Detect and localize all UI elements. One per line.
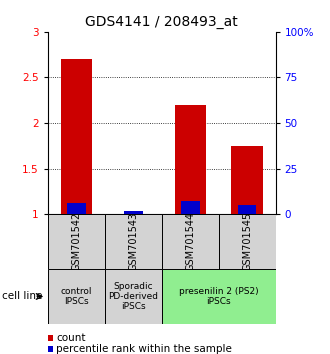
Text: cell line: cell line (2, 291, 42, 302)
Bar (238, 205, 256, 214)
Bar (48, 214, 105, 269)
Bar (124, 211, 143, 214)
Bar (175, 105, 206, 214)
Text: presenilin 2 (PS2)
iPSCs: presenilin 2 (PS2) iPSCs (179, 287, 258, 306)
Text: GSM701544: GSM701544 (185, 212, 195, 271)
Bar (105, 214, 162, 269)
Bar (61, 59, 92, 214)
Bar (48, 269, 105, 324)
Text: GSM701545: GSM701545 (242, 212, 252, 271)
Bar (218, 214, 276, 269)
Text: Sporadic
PD-derived
iPSCs: Sporadic PD-derived iPSCs (108, 281, 158, 312)
Title: GDS4141 / 208493_at: GDS4141 / 208493_at (85, 16, 238, 29)
Bar (67, 203, 86, 214)
Text: GSM701542: GSM701542 (71, 212, 81, 271)
Bar (162, 214, 218, 269)
Text: count: count (56, 333, 85, 343)
Bar (231, 146, 263, 214)
Text: GSM701543: GSM701543 (128, 212, 138, 271)
Text: percentile rank within the sample: percentile rank within the sample (56, 344, 232, 354)
Text: control
IPSCs: control IPSCs (61, 287, 92, 306)
Bar (105, 269, 162, 324)
Bar (162, 269, 276, 324)
Bar (181, 201, 200, 214)
